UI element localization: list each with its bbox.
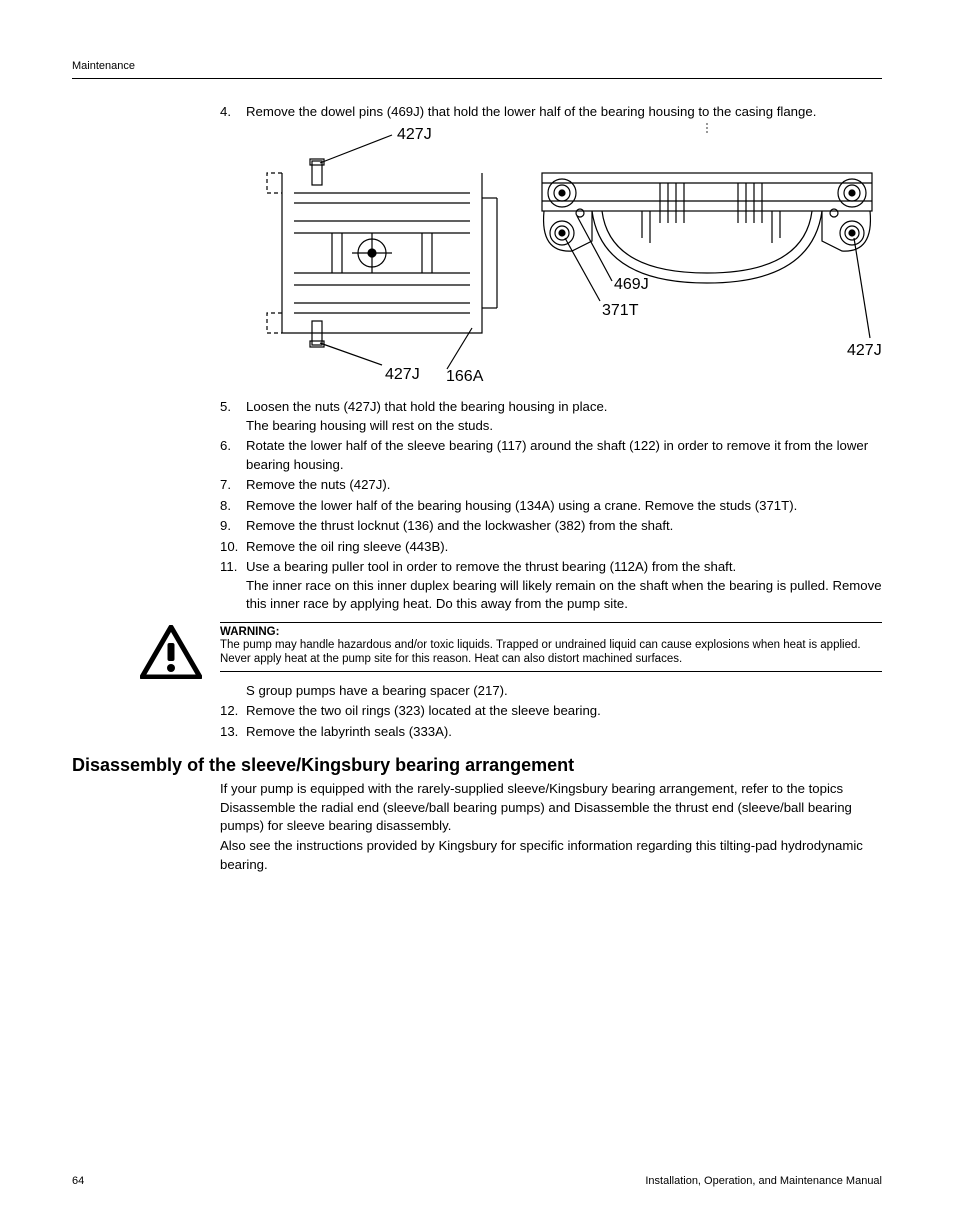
list-item: 9. Remove the thrust locknut (136) and t… — [220, 517, 882, 535]
content-block-c: S group pumps have a bearing spacer (217… — [220, 682, 882, 741]
header-section-label: Maintenance — [72, 60, 135, 72]
list-item: 8. Remove the lower half of the bearing … — [220, 497, 882, 515]
bearing-diagram-svg: 427J 427J 166A 469J 371T 427J — [242, 123, 882, 383]
list-note: S group pumps have a bearing spacer (217… — [220, 682, 882, 700]
list-number: 10. — [220, 538, 246, 556]
list-text: Rotate the lower half of the sleeve bear… — [246, 437, 882, 474]
list-item: 10. Remove the oil ring sleeve (443B). — [220, 538, 882, 556]
list-number: 5. — [220, 398, 246, 435]
list-text-sub: The bearing housing will rest on the stu… — [246, 418, 493, 433]
list-item: 5. Loosen the nuts (427J) that hold the … — [220, 398, 882, 435]
section-paragraph: If your pump is equipped with the rarely… — [220, 780, 882, 835]
figure-label: 427J — [397, 126, 432, 143]
list-item: 13. Remove the labyrinth seals (333A). — [220, 723, 882, 741]
page-header: Maintenance — [72, 56, 882, 79]
content-block-a: 4. Remove the dowel pins (469J) that hol… — [220, 103, 882, 614]
list-number: 13. — [220, 723, 246, 741]
list-number: 12. — [220, 702, 246, 720]
list-text-main: Use a bearing puller tool in order to re… — [246, 559, 736, 574]
list-text: Remove the labyrinth seals (333A). — [246, 723, 882, 741]
warning-title: WARNING: — [220, 626, 882, 638]
list-number: 8. — [220, 497, 246, 515]
list-text-sub: The inner race on this inner duplex bear… — [246, 578, 882, 611]
list-text: Remove the lower half of the bearing hou… — [246, 497, 882, 515]
figure-label: 427J — [847, 342, 882, 359]
list-number: 6. — [220, 437, 246, 474]
page-footer: 64 Installation, Operation, and Maintena… — [72, 1175, 882, 1187]
figure-label: 469J — [614, 276, 649, 293]
section-body: If your pump is equipped with the rarely… — [220, 780, 882, 874]
warning-block: WARNING: The pump may handle hazardous a… — [220, 622, 882, 672]
list-item: 7. Remove the nuts (427J). — [220, 476, 882, 494]
figure-label: 427J — [385, 366, 420, 383]
list-item: 11. Use a bearing puller tool in order t… — [220, 558, 882, 613]
warning-body: The pump may handle hazardous and/or tox… — [220, 638, 882, 667]
list-text: Remove the thrust locknut (136) and the … — [246, 517, 882, 535]
list-item: 6. Rotate the lower half of the sleeve b… — [220, 437, 882, 474]
list-text: Remove the two oil rings (323) located a… — [246, 702, 882, 720]
warning-icon — [140, 625, 202, 684]
manual-title: Installation, Operation, and Maintenance… — [645, 1175, 882, 1187]
figure-bearing-housing: 427J 427J 166A 469J 371T 427J — [242, 123, 882, 388]
list-item: 12. Remove the two oil rings (323) locat… — [220, 702, 882, 720]
list-text: Use a bearing puller tool in order to re… — [246, 558, 882, 613]
list-number: 11. — [220, 558, 246, 613]
list-text: Remove the oil ring sleeve (443B). — [246, 538, 882, 556]
figure-label: 166A — [446, 368, 484, 383]
list-number: 9. — [220, 517, 246, 535]
list-number: 7. — [220, 476, 246, 494]
list-text: Remove the dowel pins (469J) that hold t… — [246, 103, 882, 121]
list-number: 4. — [220, 103, 246, 121]
list-text-main: Loosen the nuts (427J) that hold the bea… — [246, 399, 607, 414]
figure-label: 371T — [602, 302, 639, 319]
section-heading: Disassembly of the sleeve/Kingsbury bear… — [72, 755, 882, 776]
list-item: 4. Remove the dowel pins (469J) that hol… — [220, 103, 882, 121]
list-text: S group pumps have a bearing spacer (217… — [246, 682, 882, 700]
page-number: 64 — [72, 1175, 84, 1187]
list-text: Loosen the nuts (427J) that hold the bea… — [246, 398, 882, 435]
section-paragraph: Also see the instructions provided by Ki… — [220, 837, 882, 874]
list-text: Remove the nuts (427J). — [246, 476, 882, 494]
